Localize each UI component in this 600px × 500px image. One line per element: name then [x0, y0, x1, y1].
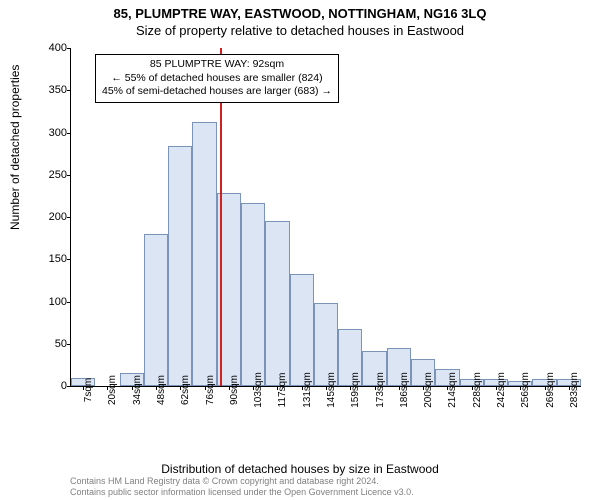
y-tick-mark — [67, 90, 71, 91]
y-axis-label: Number of detached properties — [8, 65, 22, 230]
y-tick-mark — [67, 217, 71, 218]
x-tick-mark — [107, 386, 108, 390]
x-tick-mark — [375, 386, 376, 390]
x-tick-mark — [399, 386, 400, 390]
y-tick-label: 250 — [33, 169, 67, 181]
x-tick-mark — [447, 386, 448, 390]
x-tick-mark — [205, 386, 206, 390]
annotation-line3: 45% of semi-detached houses are larger (… — [102, 85, 332, 99]
footer: Contains HM Land Registry data © Crown c… — [70, 476, 414, 498]
x-tick-mark — [180, 386, 181, 390]
histogram-bar — [192, 122, 216, 386]
y-tick-label: 350 — [33, 84, 67, 96]
histogram-bar — [168, 146, 192, 386]
y-tick-label: 0 — [33, 380, 67, 392]
x-tick-mark — [520, 386, 521, 390]
annotation-box: 85 PLUMPTRE WAY: 92sqm ← 55% of detached… — [95, 54, 339, 103]
annotation-line2: ← 55% of detached houses are smaller (82… — [102, 72, 332, 86]
x-tick-mark — [156, 386, 157, 390]
y-tick-mark — [67, 386, 71, 387]
y-tick-label: 50 — [33, 338, 67, 350]
x-tick-label: 283sqm — [569, 372, 600, 408]
y-tick-label: 400 — [33, 42, 67, 54]
chart-title: 85, PLUMPTRE WAY, EASTWOOD, NOTTINGHAM, … — [0, 0, 600, 21]
x-tick-mark — [472, 386, 473, 390]
histogram-bar — [144, 234, 168, 386]
y-tick-mark — [67, 344, 71, 345]
x-tick-mark — [326, 386, 327, 390]
y-tick-label: 150 — [33, 253, 67, 265]
footer-line1: Contains HM Land Registry data © Crown c… — [70, 476, 414, 487]
y-tick-mark — [67, 175, 71, 176]
x-tick-mark — [569, 386, 570, 390]
y-tick-mark — [67, 133, 71, 134]
x-tick-mark — [350, 386, 351, 390]
y-tick-label: 300 — [33, 127, 67, 139]
x-tick-mark — [253, 386, 254, 390]
x-tick-mark — [302, 386, 303, 390]
x-tick-mark — [83, 386, 84, 390]
chart-container: 85, PLUMPTRE WAY, EASTWOOD, NOTTINGHAM, … — [0, 0, 600, 500]
x-tick-mark — [423, 386, 424, 390]
annotation-line1: 85 PLUMPTRE WAY: 92sqm — [102, 58, 332, 72]
y-tick-mark — [67, 48, 71, 49]
x-tick-mark — [545, 386, 546, 390]
x-tick-mark — [277, 386, 278, 390]
x-tick-mark — [496, 386, 497, 390]
y-tick-mark — [67, 259, 71, 260]
chart-subtitle: Size of property relative to detached ho… — [0, 21, 600, 38]
histogram-bar — [265, 221, 289, 386]
y-tick-mark — [67, 302, 71, 303]
chart-area: 0501001502002503003504007sqm20sqm34sqm48… — [70, 48, 580, 418]
x-tick-mark — [229, 386, 230, 390]
footer-line2: Contains public sector information licen… — [70, 487, 414, 498]
y-tick-label: 100 — [33, 296, 67, 308]
y-tick-label: 200 — [33, 211, 67, 223]
histogram-bar — [241, 203, 265, 386]
x-tick-mark — [132, 386, 133, 390]
x-axis-label: Distribution of detached houses by size … — [0, 462, 600, 476]
histogram-bar — [290, 274, 314, 386]
plot-region: 0501001502002503003504007sqm20sqm34sqm48… — [70, 48, 581, 387]
